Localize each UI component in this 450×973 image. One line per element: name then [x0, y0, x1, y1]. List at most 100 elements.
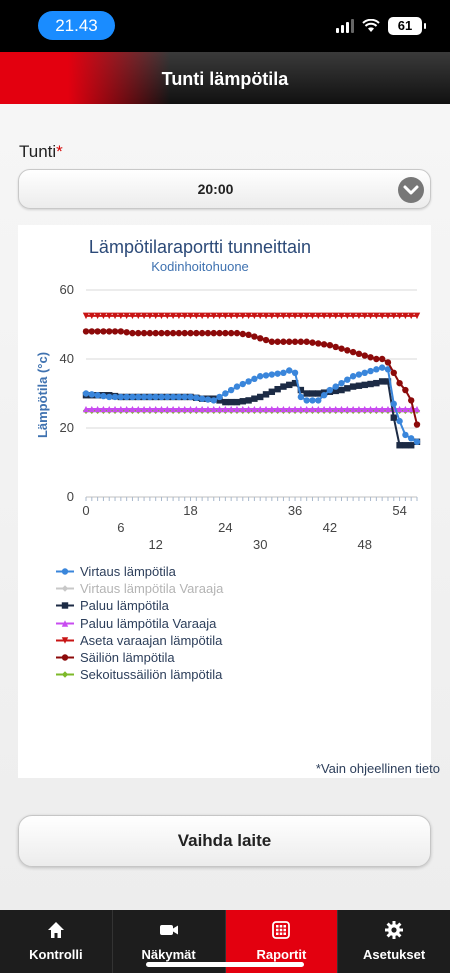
data-point	[297, 405, 305, 413]
status-time: 21.43	[38, 11, 115, 40]
data-point	[297, 386, 305, 394]
data-point	[344, 385, 351, 392]
data-point	[245, 378, 252, 385]
hour-label: Tunti*	[19, 142, 63, 161]
data-point	[344, 405, 351, 413]
data-point	[106, 405, 113, 413]
data-point	[82, 312, 90, 320]
y-tick-label: 60	[60, 282, 74, 297]
data-point	[245, 405, 252, 413]
data-point	[210, 405, 217, 413]
data-point	[100, 328, 107, 335]
data-point	[291, 338, 299, 345]
data-point	[117, 328, 125, 335]
legend-label: Virtaus lämpötila Varaaja	[80, 581, 224, 597]
tab-nakymat[interactable]: Näkymät	[113, 910, 226, 973]
chart-panel: Lämpötilaraportti tunneittain Kodinhoitoh…	[18, 225, 431, 778]
data-point	[94, 328, 101, 335]
legend-symbol	[61, 654, 69, 661]
hour-select[interactable]: 20:00	[18, 169, 431, 209]
data-point	[320, 312, 328, 320]
data-point	[315, 405, 322, 413]
tab-asetukset[interactable]: Asetukset	[338, 910, 450, 973]
data-point	[309, 339, 316, 346]
data-point	[129, 393, 136, 401]
data-point	[251, 333, 258, 340]
data-point	[227, 398, 235, 406]
data-point	[146, 393, 154, 401]
legend-symbol	[61, 619, 69, 627]
hour-select-value: 20:00	[197, 181, 234, 197]
data-point	[407, 312, 415, 320]
data-point	[268, 338, 276, 345]
data-point	[239, 312, 246, 320]
data-point	[204, 329, 212, 337]
data-point	[280, 312, 287, 320]
data-point	[187, 329, 194, 337]
battery-icon: 61	[388, 17, 426, 35]
data-point	[117, 405, 125, 413]
data-point	[326, 405, 334, 413]
data-point	[378, 312, 386, 320]
data-point	[164, 393, 171, 401]
data-point	[152, 405, 159, 413]
data-point	[367, 380, 374, 388]
data-point	[140, 405, 148, 413]
series-5	[82, 328, 421, 428]
data-point	[198, 329, 206, 337]
data-point	[286, 367, 293, 374]
data-point	[88, 328, 96, 335]
legend-item[interactable]: Sekoitussäiliön lämpötila	[56, 666, 223, 683]
data-point	[338, 405, 345, 413]
data-point	[233, 398, 241, 406]
disclaimer-note: *Vain ohjeellinen tieto	[315, 761, 440, 776]
data-point	[320, 341, 328, 348]
change-device-button[interactable]: Vaihda laite	[18, 815, 431, 867]
data-point	[164, 405, 171, 413]
tab-kontrolli[interactable]: Kontrolli	[0, 910, 113, 973]
data-point	[227, 312, 235, 320]
data-point	[349, 373, 357, 380]
legend-marker	[56, 619, 74, 627]
header-bar: Tunti lämpötila	[0, 52, 450, 104]
data-point	[158, 405, 165, 413]
series-4	[82, 312, 421, 320]
home-indicator	[146, 962, 304, 967]
data-point	[361, 369, 368, 376]
data-point	[146, 405, 154, 413]
data-point	[367, 367, 374, 375]
legend-item[interactable]: Paluu lämpötila	[56, 597, 223, 614]
data-point	[396, 442, 403, 449]
data-point	[227, 329, 235, 337]
data-point	[175, 329, 183, 337]
data-point	[303, 312, 310, 320]
data-point	[344, 376, 351, 383]
header-accent	[0, 52, 170, 104]
legend-item[interactable]: Paluu lämpötila Varaaja	[56, 615, 223, 632]
legend-item[interactable]: Säiliön lämpötila	[56, 649, 223, 666]
data-point	[338, 379, 345, 387]
data-point	[129, 405, 136, 413]
data-point	[106, 393, 113, 401]
data-point	[274, 312, 281, 320]
data-point	[355, 371, 363, 378]
data-point	[396, 405, 403, 413]
data-point	[152, 393, 159, 401]
legend-item[interactable]: Virtaus lämpötila Varaaja	[56, 580, 223, 597]
data-point	[286, 312, 293, 320]
data-point	[158, 312, 165, 320]
legend-item[interactable]: Virtaus lämpötila	[56, 563, 223, 580]
chevron-down-icon[interactable]	[398, 177, 424, 203]
legend-item[interactable]: Aseta varaajan lämpötila	[56, 632, 223, 649]
data-point	[309, 397, 316, 404]
data-point	[402, 312, 409, 320]
data-point	[117, 312, 125, 320]
data-point	[355, 350, 363, 358]
data-point	[158, 329, 165, 337]
legend-symbol	[61, 602, 69, 610]
data-point	[413, 421, 421, 428]
data-point	[291, 405, 299, 413]
data-point	[152, 312, 159, 320]
data-point	[140, 312, 148, 320]
data-point	[378, 355, 386, 363]
